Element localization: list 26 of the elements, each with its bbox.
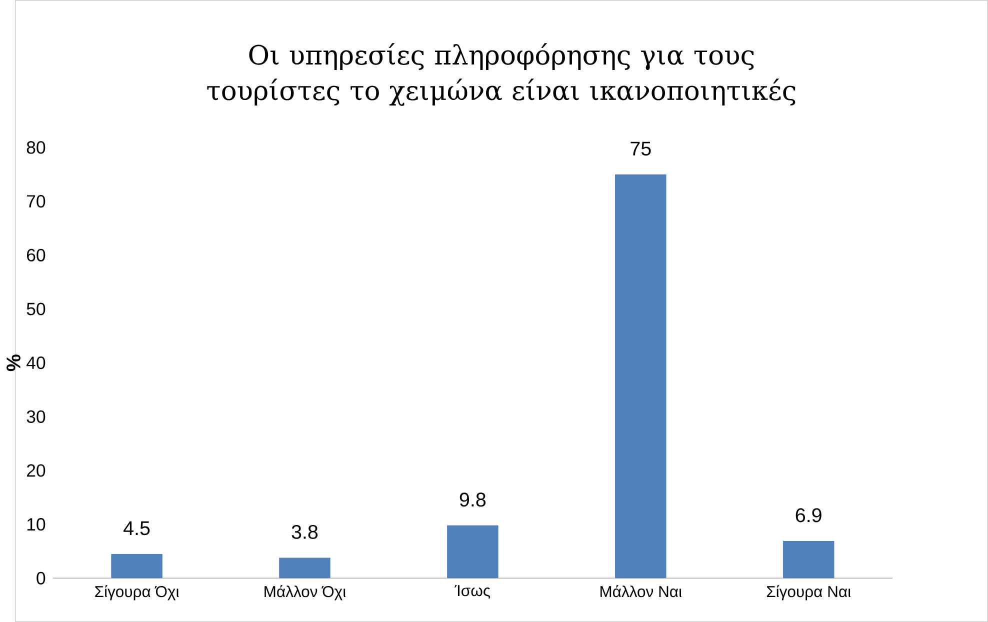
y-tick-label: 70 xyxy=(26,194,46,208)
data-label: 9.8 xyxy=(460,492,486,507)
y-tick-label: 20 xyxy=(26,464,46,477)
y-tick-label: 60 xyxy=(26,248,46,262)
data-label: 75 xyxy=(630,142,651,156)
y-tick-label: 80 xyxy=(26,141,46,154)
x-tick-label: Μάλλον Όχι xyxy=(264,585,346,600)
y-tick-label: 50 xyxy=(26,302,46,316)
bar xyxy=(111,554,162,578)
y-tick-label: 40 xyxy=(26,356,46,370)
bar xyxy=(447,525,498,578)
x-tick-label: Ίσως xyxy=(454,585,490,599)
y-tick-label: 10 xyxy=(27,518,46,531)
y-tick-label: 30 xyxy=(26,410,46,423)
data-label: 3.8 xyxy=(292,524,318,539)
data-label: 4.5 xyxy=(124,521,150,536)
x-tick-label: Σίγουρα Όχι xyxy=(95,585,179,600)
data-label: 6.9 xyxy=(796,508,822,522)
x-tick-label: Μάλλον Ναι xyxy=(600,585,682,598)
y-axis-title: % xyxy=(6,354,20,372)
y-tick-label: 0 xyxy=(36,572,46,584)
bar xyxy=(279,558,330,578)
chart-title: Οι υπηρεσίες πληροφόρησης για τους τουρίστες το χειμώνα είναι ικανοποιητικές xyxy=(207,43,796,106)
x-tick-label: Σίγουρα Ναι xyxy=(766,585,851,600)
bar xyxy=(782,540,834,578)
bar xyxy=(615,174,666,578)
